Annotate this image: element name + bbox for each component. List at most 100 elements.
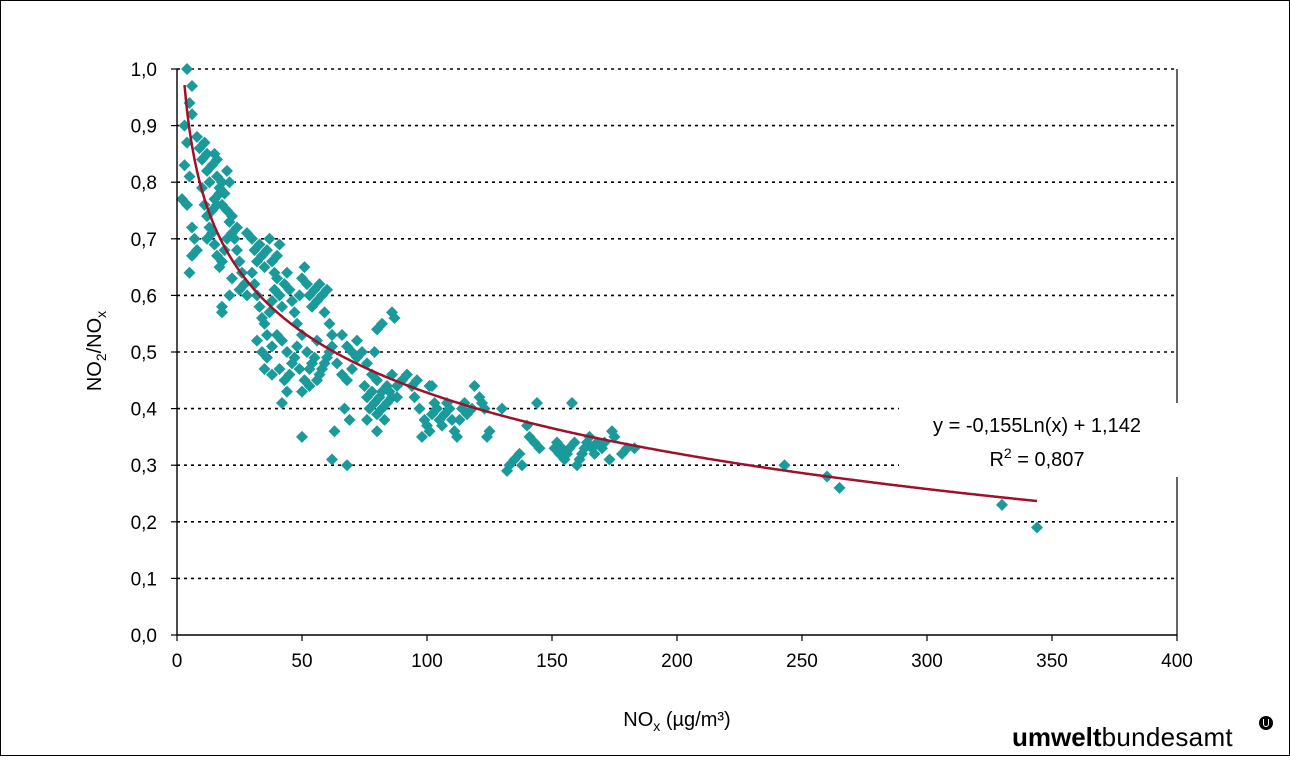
data-point (226, 272, 238, 285)
data-point (266, 368, 278, 381)
data-point (288, 306, 301, 319)
data-point (411, 374, 423, 387)
data-point (453, 413, 466, 426)
data-point (318, 306, 331, 319)
data-point (218, 187, 231, 200)
data-point (273, 362, 286, 375)
data-point (223, 289, 236, 302)
y-tick-label: 1,0 (131, 60, 157, 81)
trendline (183, 84, 1038, 503)
data-point (258, 317, 271, 330)
data-point (358, 379, 371, 392)
data-point (271, 249, 283, 262)
data-point (531, 396, 543, 409)
data-point (373, 391, 386, 404)
data-point (451, 430, 463, 443)
y-tick-label: 0,1 (131, 569, 157, 590)
data-point (603, 453, 616, 466)
data-point (301, 278, 313, 291)
data-point (321, 283, 333, 296)
data-point (211, 153, 223, 166)
data-point (271, 272, 283, 285)
data-point (276, 396, 288, 409)
axes (171, 68, 1178, 641)
data-point (253, 300, 266, 313)
y-tick-label: 0,3 (131, 456, 157, 477)
x-tick-label: 250 (786, 651, 818, 672)
data-point (198, 136, 211, 149)
x-axis-title-subscript: x (653, 718, 660, 734)
data-point (303, 362, 316, 375)
data-point (328, 425, 341, 438)
data-point (291, 340, 303, 353)
data-point (216, 176, 228, 189)
data-point (401, 368, 413, 381)
data-point (416, 430, 428, 443)
data-point (263, 232, 276, 245)
data-point (321, 351, 333, 364)
data-point (313, 278, 326, 291)
data-point (308, 351, 321, 364)
data-point (233, 283, 246, 296)
data-point (246, 232, 258, 245)
data-point (281, 385, 293, 398)
data-point (261, 244, 273, 257)
y-axis-title: NO2/NOx (84, 311, 109, 391)
data-point (181, 198, 193, 211)
data-point (316, 362, 328, 375)
data-point (241, 289, 253, 302)
data-point (338, 402, 351, 415)
data-point (446, 413, 458, 426)
data-point (293, 289, 306, 302)
data-point (588, 447, 601, 460)
data-point (388, 312, 401, 325)
data-point (188, 232, 201, 245)
data-point (431, 402, 443, 415)
data-point (343, 413, 356, 426)
y-tick-labels: 0,0 0,1 0,2 0,3 0,4 0,5 0,6 0,7 0,8 0,9 1,0 (131, 60, 158, 647)
data-point (251, 289, 263, 302)
data-point (183, 266, 196, 279)
data-point (183, 170, 196, 183)
data-point (186, 221, 198, 234)
data-points (176, 63, 1043, 534)
data-point (341, 459, 353, 472)
data-point (286, 295, 298, 308)
data-point (483, 425, 496, 438)
r-squared-superscript: 2 (1004, 445, 1012, 461)
data-point (311, 374, 323, 387)
data-point (323, 317, 336, 330)
data-point (273, 238, 286, 251)
data-point (276, 334, 288, 347)
r-squared-label: R2 = 0,807 (989, 445, 1084, 471)
data-point (443, 402, 456, 415)
data-point (266, 340, 278, 353)
data-point (258, 261, 271, 274)
x-tick-label: 0 (172, 651, 183, 672)
data-point (566, 396, 578, 409)
y-tick-label: 0,0 (131, 626, 157, 647)
data-point (331, 357, 343, 370)
x-tick-label: 300 (911, 651, 943, 672)
data-point (298, 261, 311, 274)
x-tick-label: 400 (1161, 651, 1193, 672)
data-point (258, 362, 271, 375)
data-point (516, 459, 528, 472)
data-point (413, 402, 426, 415)
data-point (496, 402, 508, 415)
data-point (996, 498, 1008, 511)
data-point (281, 346, 293, 358)
y-tick-label: 0,2 (131, 513, 157, 534)
data-point (246, 266, 258, 279)
data-point (1031, 521, 1043, 534)
x-axis-title: NOx (µg/m³) (623, 709, 730, 734)
x-axis-title-unit: (µg/m³) (660, 709, 730, 731)
y-tick-label: 0,7 (131, 230, 157, 251)
x-tick-label: 100 (411, 651, 443, 672)
data-point (293, 362, 306, 375)
y-tick-label: 0,8 (131, 173, 157, 194)
data-point (533, 442, 546, 455)
data-point (223, 176, 236, 189)
data-point (231, 244, 243, 257)
